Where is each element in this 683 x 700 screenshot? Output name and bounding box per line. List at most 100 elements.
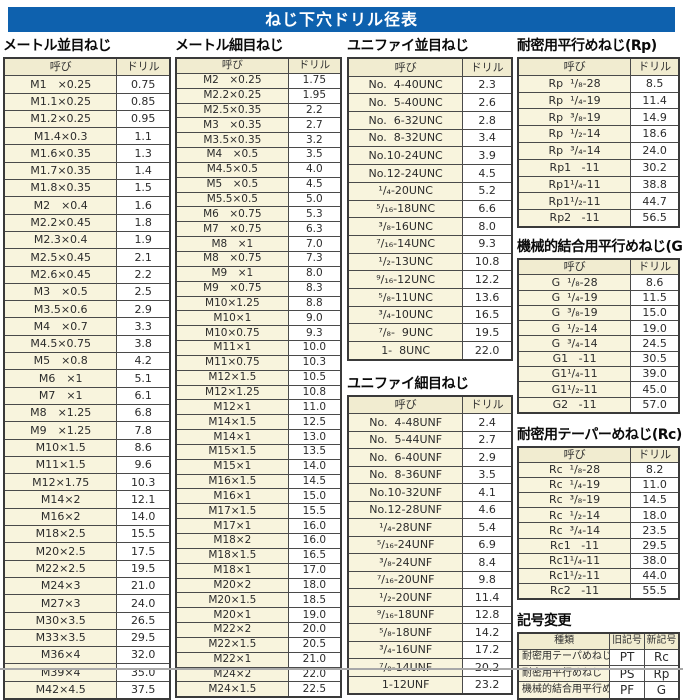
thread-name-cell: M14×1	[175, 429, 289, 445]
table-row: Rc ¹/₄-19 11.0	[517, 477, 680, 494]
thread-kind-cell: 機械的結合用平行めねじ	[517, 681, 611, 700]
thread-name-cell: M8 ×1.25	[3, 403, 118, 423]
drill-value-cell: 6.1	[116, 386, 171, 405]
table-row: M14×1 13.0	[175, 429, 342, 445]
thread-kind-cell: 耐密用テーパめねじ	[517, 649, 611, 667]
drill-value-cell: 38.8	[630, 175, 680, 194]
thread-name-cell: M1.7×0.35	[3, 161, 118, 181]
thread-name-cell: M10×1	[175, 310, 289, 327]
drill-value-cell: 10.8	[287, 384, 342, 401]
drill-value-cell: 44.0	[630, 567, 680, 584]
drill-value-cell: 13.0	[287, 429, 342, 445]
drill-value-cell: 6.3	[287, 221, 342, 238]
thread-name-cell: M5 ×0.8	[3, 352, 118, 371]
drill-value-cell: 17.5	[116, 542, 171, 561]
drill-value-cell: 12.5	[287, 414, 342, 431]
table-row: M24×3 21.0	[3, 576, 171, 596]
thread-name-cell: ¹/₂-20UNF	[347, 588, 464, 607]
section-title-unified-fine: ユニファイ細目ねじ	[347, 375, 469, 392]
thread-name-cell: No. 6-40UNF	[347, 448, 464, 467]
old-symbol-cell: PF	[609, 681, 645, 700]
drill-value-cell: 30.5	[630, 350, 680, 368]
new-symbol-cell: G	[643, 681, 680, 700]
table-header-row: 呼び ドリル	[347, 57, 513, 77]
thread-name-cell: M18×2.5	[3, 525, 118, 544]
table-row: ⁷/₁₆-20UNF 9.8	[347, 570, 513, 590]
drill-value-cell: 10.3	[287, 354, 342, 371]
column-metric-coarse: メートル並目ねじ 呼び ドリル M1 ×0.25 0.75 M1.1×0.25 …	[3, 37, 171, 700]
thread-name-cell: G1¹/₄-11	[517, 366, 632, 383]
table-row: M2.5×0.35 2.2	[175, 102, 342, 119]
drill-value-cell: 9.8	[462, 570, 513, 590]
drill-value-cell: 19.0	[630, 320, 680, 337]
table-row: Rp ¹/₈-28 8.5	[517, 74, 680, 93]
thread-name-cell: M12×1.75	[3, 473, 118, 492]
thread-name-cell: No.12-24UNC	[347, 164, 464, 183]
table-row: M42×4.5 37.5	[3, 680, 171, 700]
thread-name-cell: ⁵/₁₆-24UNF	[347, 535, 464, 555]
drill-value-cell: 3.4	[462, 128, 513, 148]
drill-value-cell: 15.0	[630, 304, 680, 322]
table-row: Rc ³/₄-14 23.5	[517, 522, 680, 539]
thread-name-cell: No. 6-32UNC	[347, 111, 464, 130]
thread-name-cell: M20×1.5	[175, 592, 289, 609]
drill-value-cell: 2.2	[116, 265, 171, 284]
table-row: ¹/₄-20UNC 5.2	[347, 181, 513, 201]
drill-value-cell: 4.2	[116, 352, 171, 371]
drill-value-cell: 7.0	[287, 236, 342, 252]
table-row: No. 4-40UNC 2.3	[347, 75, 513, 95]
drill-value-cell: 1.4	[116, 161, 171, 181]
thread-name-cell: M2.3×0.4	[3, 230, 118, 250]
drill-value-cell: 10.8	[462, 252, 513, 272]
thread-name-cell: M14×1.5	[175, 414, 289, 431]
thread-name-cell: M2.5×0.45	[3, 248, 118, 267]
header-drill: ドリル	[630, 446, 680, 464]
table-row: ¹/₄-28UNF 5.4	[347, 518, 513, 537]
thread-name-cell: ⁷/₁₆-14UNC	[347, 234, 464, 254]
thread-name-cell: M12×1	[175, 399, 289, 416]
table-header-row: 呼び ドリル	[517, 258, 680, 276]
drill-value-cell: 3.3	[116, 317, 171, 336]
table-row: M2.6×0.45 2.2	[3, 265, 171, 284]
column-metric-fine: メートル細目ねじ 呼び ドリル M2 ×0.25 1.75 M2.2×0.25 …	[175, 37, 342, 699]
header-thread-name: 呼び	[347, 395, 464, 415]
table-row: No. 6-40UNF 2.9	[347, 448, 513, 467]
drill-value-cell: 3.9	[462, 146, 513, 166]
section-title-unified-coarse: ユニファイ並目ねじ	[347, 38, 469, 54]
table-row: ⁷/₈- 9UNC 19.5	[347, 323, 513, 342]
header-thread-name: 呼び	[3, 57, 118, 77]
table-row: M15×1.5 13.5	[175, 443, 342, 460]
drill-value-cell: 17.0	[287, 562, 342, 579]
table-row: G ¹/₂-14 19.0	[517, 320, 680, 337]
drill-value-cell: 14.5	[287, 473, 342, 490]
drill-value-cell: 6.6	[462, 199, 513, 219]
thread-name-cell: No.10-32UNF	[347, 483, 464, 502]
drill-value-cell: 5.3	[287, 206, 342, 223]
header-thread-name: 呼び	[175, 57, 289, 74]
drill-value-cell: 6.8	[116, 403, 171, 423]
drill-value-cell: 15.0	[287, 488, 342, 505]
table-row: M5.5×0.5 5.0	[175, 191, 342, 208]
table-row: G ¹/₈-28 8.6	[517, 274, 680, 291]
thread-name-cell: M42×4.5	[3, 680, 118, 700]
table-row: M16×2 14.0	[3, 507, 171, 527]
drill-value-cell: 1.95	[287, 87, 342, 104]
thread-name-cell: 1-12UNF	[347, 675, 464, 695]
drill-value-cell: 10.5	[287, 369, 342, 386]
thread-name-cell: M14×2	[3, 490, 118, 509]
table-row: M36×4 32.0	[3, 646, 171, 665]
table-row: M1.4×0.3 1.1	[3, 127, 171, 146]
drill-value-cell: 19.5	[462, 323, 513, 342]
thread-name-cell: M18×1.5	[175, 547, 289, 564]
header-thread-name: 呼び	[517, 57, 632, 76]
drill-value-cell: 24.0	[630, 141, 680, 160]
drill-value-cell: 6.9	[462, 535, 513, 555]
thread-name-cell: M18×1	[175, 562, 289, 579]
table-row: M10×1 9.0	[175, 310, 342, 327]
drill-value-cell: 3.5	[287, 147, 342, 163]
header-old-symbol: 旧記号	[609, 632, 645, 651]
drill-value-cell: 8.6	[630, 274, 680, 291]
drill-value-cell: 10.0	[287, 340, 342, 356]
drill-value-cell: 2.2	[287, 102, 342, 119]
symbol-change-table: 種類 旧記号 新記号 耐密用テーパめねじ PT Rc 耐密用平行めねじ PS R…	[517, 631, 680, 700]
